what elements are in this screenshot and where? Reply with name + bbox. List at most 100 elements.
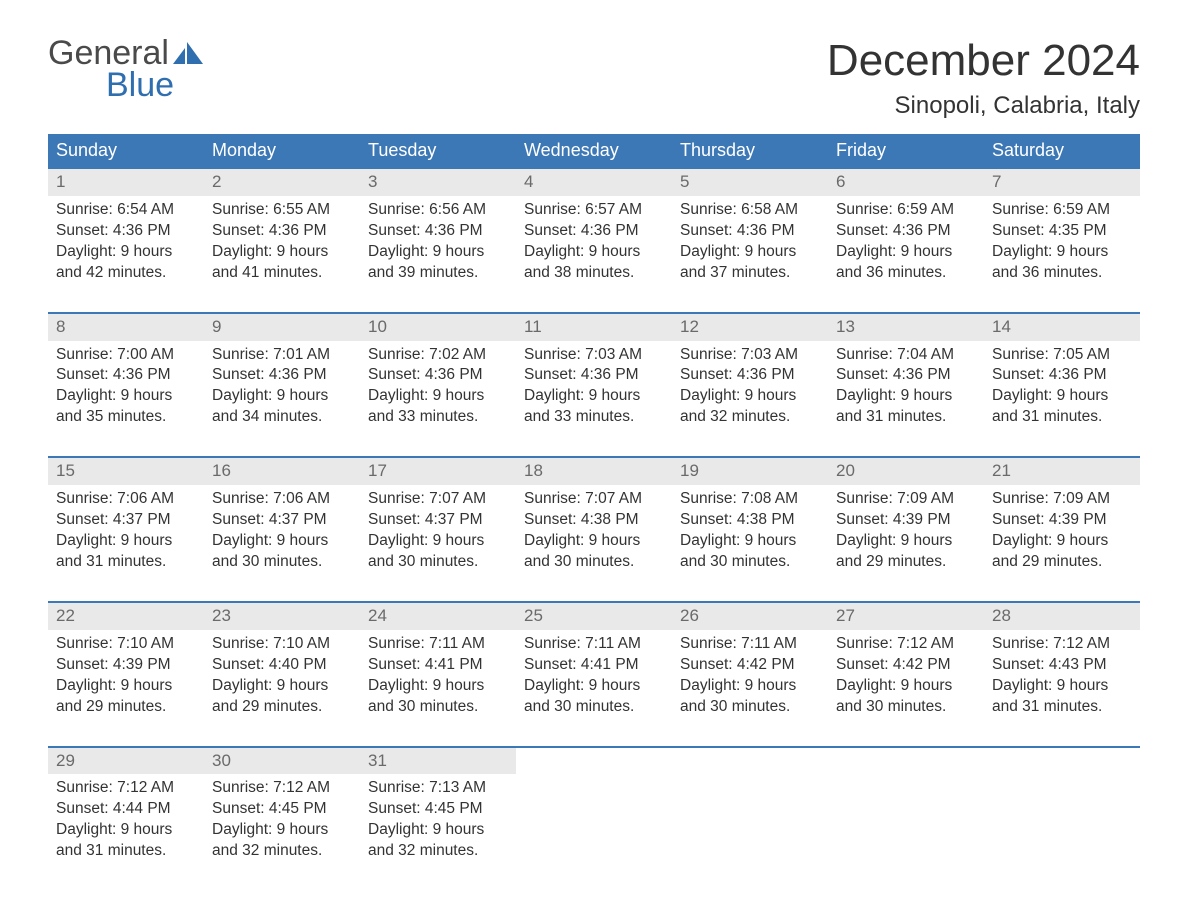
day-sunset: Sunset: 4:39 PM — [992, 510, 1132, 531]
day-sunrise: Sunrise: 6:56 AM — [368, 200, 508, 221]
day-cell: 16Sunrise: 7:06 AMSunset: 4:37 PMDayligh… — [204, 458, 360, 587]
day-sunrise: Sunrise: 7:09 AM — [992, 489, 1132, 510]
day-dl1: Daylight: 9 hours — [368, 820, 508, 841]
day-sunrise: Sunrise: 7:12 AM — [836, 634, 976, 655]
day-sunset: Sunset: 4:36 PM — [368, 221, 508, 242]
day-dl1: Daylight: 9 hours — [524, 676, 664, 697]
day-cell: 31Sunrise: 7:13 AMSunset: 4:45 PMDayligh… — [360, 748, 516, 877]
day-sunrise: Sunrise: 7:12 AM — [212, 778, 352, 799]
dow-cell: Monday — [204, 134, 360, 167]
header: General Blue December 2024 Sinopoli, Cal… — [48, 36, 1140, 120]
day-cell: 30 Sunrise: 7:12 AMSunset: 4:45 PMDayligh… — [204, 748, 360, 877]
day-number: 31 — [360, 748, 516, 775]
day-sunset: Sunset: 4:36 PM — [212, 365, 352, 386]
day-cell: 14Sunrise: 7:05 AMSunset: 4:36 PMDayligh… — [984, 314, 1140, 443]
day-dl1: Daylight: 9 hours — [212, 531, 352, 552]
day-sunrise: Sunrise: 7:07 AM — [524, 489, 664, 510]
day-sunrise: Sunrise: 6:55 AM — [212, 200, 352, 221]
day-dl2: and 38 minutes. — [524, 263, 664, 284]
day-dl2: and 31 minutes. — [56, 552, 196, 573]
day-sunset: Sunset: 4:36 PM — [836, 365, 976, 386]
day-number: 13 — [828, 314, 984, 341]
day-dl2: and 31 minutes. — [992, 407, 1132, 428]
day-dl2: and 29 minutes. — [56, 697, 196, 718]
day-dl1: Daylight: 9 hours — [212, 676, 352, 697]
day-sunset: Sunset: 4:41 PM — [368, 655, 508, 676]
day-dl1: Daylight: 9 hours — [680, 676, 820, 697]
day-cell: 11Sunrise: 7:03 AMSunset: 4:36 PMDayligh… — [516, 314, 672, 443]
day-number: 23 — [204, 603, 360, 630]
day-dl2: and 29 minutes. — [836, 552, 976, 573]
day-number: 10 — [360, 314, 516, 341]
day-number: 6 — [828, 169, 984, 196]
day-dl2: and 33 minutes. — [368, 407, 508, 428]
day-sunset: Sunset: 4:40 PM — [212, 655, 352, 676]
day-dl1: Daylight: 9 hours — [212, 242, 352, 263]
day-number: 8 — [48, 314, 204, 341]
day-sunset: Sunset: 4:41 PM — [524, 655, 664, 676]
brand-logo: General Blue — [48, 36, 203, 103]
day-dl1: Daylight: 9 hours — [212, 386, 352, 407]
month-title: December 2024 — [827, 36, 1140, 86]
day-sunrise: Sunrise: 7:10 AM — [212, 634, 352, 655]
day-sunset: Sunset: 4:45 PM — [212, 799, 352, 820]
day-cell: 12Sunrise: 7:03 AMSunset: 4:36 PMDayligh… — [672, 314, 828, 443]
day-dl1: Daylight: 9 hours — [56, 531, 196, 552]
day-sunset: Sunset: 4:38 PM — [680, 510, 820, 531]
day-dl2: and 29 minutes. — [212, 697, 352, 718]
day-dl1: Daylight: 9 hours — [680, 386, 820, 407]
day-cell: 27Sunrise: 7:12 AMSunset: 4:42 PMDayligh… — [828, 603, 984, 732]
day-sunset: Sunset: 4:42 PM — [680, 655, 820, 676]
day-dl2: and 30 minutes. — [680, 697, 820, 718]
day-number: 14 — [984, 314, 1140, 341]
day-number: 5 — [672, 169, 828, 196]
day-cell: 9Sunrise: 7:01 AMSunset: 4:36 PMDaylight… — [204, 314, 360, 443]
page: General Blue December 2024 Sinopoli, Cal… — [0, 0, 1188, 924]
day-number: 30 — [204, 748, 360, 775]
day-dl1: Daylight: 9 hours — [524, 242, 664, 263]
day-number: 25 — [516, 603, 672, 630]
day-sunrise: Sunrise: 7:02 AM — [368, 345, 508, 366]
day-sunset: Sunset: 4:35 PM — [992, 221, 1132, 242]
day-number: 21 — [984, 458, 1140, 485]
day-cell: 15Sunrise: 7:06 AMSunset: 4:37 PMDayligh… — [48, 458, 204, 587]
day-cell: 13Sunrise: 7:04 AMSunset: 4:36 PMDayligh… — [828, 314, 984, 443]
day-dl1: Daylight: 9 hours — [368, 676, 508, 697]
day-sunset: Sunset: 4:36 PM — [992, 365, 1132, 386]
day-dl2: and 32 minutes. — [368, 841, 508, 862]
day-sunset: Sunset: 4:43 PM — [992, 655, 1132, 676]
day-cell: 25 Sunrise: 7:11 AMSunset: 4:41 PMDayligh… — [516, 603, 672, 732]
day-number: 2 — [204, 169, 360, 196]
day-number: 15 — [48, 458, 204, 485]
day-sunrise: Sunrise: 7:03 AM — [680, 345, 820, 366]
day-sunrise: Sunrise: 7:10 AM — [56, 634, 196, 655]
week-row: 22Sunrise: 7:10 AMSunset: 4:39 PMDayligh… — [48, 601, 1140, 732]
day-dl1: Daylight: 9 hours — [56, 676, 196, 697]
day-sunrise: Sunrise: 6:59 AM — [992, 200, 1132, 221]
day-dl2: and 39 minutes. — [368, 263, 508, 284]
day-dl1: Daylight: 9 hours — [836, 676, 976, 697]
day-sunrise: Sunrise: 7:04 AM — [836, 345, 976, 366]
day-sunrise: Sunrise: 7:12 AM — [992, 634, 1132, 655]
day-number: 17 — [360, 458, 516, 485]
day-number: 22 — [48, 603, 204, 630]
day-number: 12 — [672, 314, 828, 341]
day-sunset: Sunset: 4:36 PM — [368, 365, 508, 386]
day-dl2: and 32 minutes. — [212, 841, 352, 862]
day-cell: 29Sunrise: 7:12 AMSunset: 4:44 PMDayligh… — [48, 748, 204, 877]
day-dl1: Daylight: 9 hours — [836, 242, 976, 263]
day-sunset: Sunset: 4:36 PM — [56, 365, 196, 386]
day-dl1: Daylight: 9 hours — [212, 820, 352, 841]
day-sunrise: Sunrise: 7:11 AM — [524, 634, 664, 655]
day-dl1: Daylight: 9 hours — [992, 676, 1132, 697]
day-sunrise: Sunrise: 7:05 AM — [992, 345, 1132, 366]
day-dl2: and 30 minutes. — [836, 697, 976, 718]
day-sunset: Sunset: 4:36 PM — [836, 221, 976, 242]
day-dl1: Daylight: 9 hours — [368, 386, 508, 407]
day-cell: 23 Sunrise: 7:10 AMSunset: 4:40 PMDayligh… — [204, 603, 360, 732]
week-row: 15Sunrise: 7:06 AMSunset: 4:37 PMDayligh… — [48, 456, 1140, 587]
day-dl2: and 37 minutes. — [680, 263, 820, 284]
day-number: 26 — [672, 603, 828, 630]
day-sunset: Sunset: 4:37 PM — [212, 510, 352, 531]
weeks-container: 1Sunrise: 6:54 AMSunset: 4:36 PMDaylight… — [48, 167, 1140, 876]
